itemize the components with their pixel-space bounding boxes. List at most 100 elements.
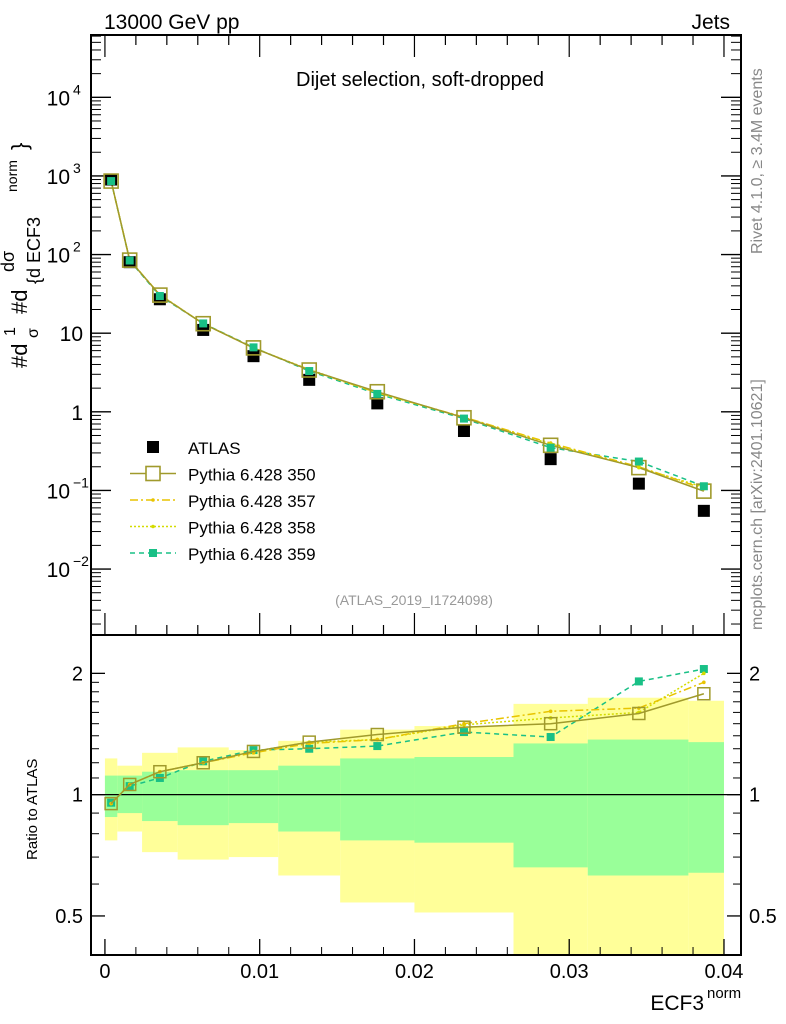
- main-y-tick-exponent: 3: [73, 160, 81, 176]
- x-tick-label: 0.03: [550, 961, 589, 983]
- ratio-y-tick-label: 0.5: [749, 906, 777, 928]
- main-y-tick-label: 10: [47, 87, 70, 110]
- ratio-point: [462, 721, 466, 726]
- mc-point: [637, 465, 641, 470]
- ratio-point: [699, 665, 708, 674]
- mc-point: [152, 287, 168, 303]
- side-label-top: Rivet 4.1.0, ≥ 3.4M events: [749, 68, 766, 254]
- atlas-data-point: [457, 425, 470, 438]
- legend-item: ATLAS: [147, 439, 241, 458]
- ratio-point: [104, 796, 118, 811]
- ratio-point: [543, 716, 558, 731]
- ratio-y-tick-label: 2: [72, 663, 83, 685]
- legend-marker: [151, 524, 155, 529]
- ylabel-part: #d: [7, 290, 32, 314]
- side-label-bottom: mcplots.cern.ch [arXiv:2401.10621]: [749, 379, 766, 630]
- stat-uncertainty-band: [513, 743, 588, 868]
- ylabel-part: dσ: [0, 251, 18, 272]
- ratio-series-line: [110, 693, 705, 805]
- main-y-tick-label: 10: [47, 559, 70, 582]
- ratio-point: [196, 755, 210, 770]
- main-y-tick-label: 1: [71, 402, 83, 425]
- ratio-point: [697, 686, 711, 701]
- ylabel-part: σ: [25, 328, 42, 338]
- main-y-tick-label: 10: [60, 323, 83, 346]
- legend-label: Pythia 6.428 350: [188, 466, 316, 485]
- x-tick-label: 0.01: [240, 961, 279, 983]
- stat-uncertainty-band: [587, 739, 689, 876]
- ratio-point: [632, 706, 646, 721]
- atlas-data-point: [632, 477, 645, 490]
- ratio-point: [122, 777, 137, 792]
- ratio-point: [153, 764, 167, 779]
- header-right: Jets: [691, 11, 730, 34]
- ratio-point: [302, 735, 316, 749]
- atlas-data-point: [247, 350, 260, 363]
- atlas-data-point: [544, 453, 557, 466]
- ratio-point: [634, 677, 643, 686]
- main-y-tick-exponent: −1: [73, 474, 89, 490]
- mc-point: [103, 173, 119, 189]
- main-y-tick-exponent: −2: [73, 553, 89, 569]
- legend-label: Pythia 6.428 358: [188, 519, 316, 538]
- ratio-y-tick-label: 1: [749, 785, 760, 807]
- atlas-data-point: [303, 373, 316, 386]
- mc-point: [195, 315, 212, 332]
- stat-uncertainty-band: [177, 770, 229, 826]
- x-tick-label: 0.04: [705, 961, 744, 983]
- mc-point: [369, 383, 386, 400]
- ratio-y-tick-label: 2: [749, 663, 760, 685]
- ratio-point: [246, 744, 261, 759]
- ratio-point: [702, 680, 706, 685]
- ylabel-part: {d ECF3: [24, 217, 44, 284]
- mc-point: [121, 252, 138, 268]
- legend-marker: [149, 549, 157, 557]
- plot-title: Dijet selection, soft-dropped: [296, 69, 544, 91]
- y-axis-label-main: #d 1 σ #d dσ {d ECF3 norm }: [0, 143, 44, 368]
- ylabel-part: 1: [2, 327, 19, 336]
- mc-series-line: [110, 180, 705, 488]
- legend-label: Pythia 6.428 359: [188, 545, 316, 564]
- legend-marker: [145, 465, 161, 482]
- mc-point: [305, 367, 314, 376]
- mc-point: [155, 292, 164, 301]
- main-y-tick-exponent: 2: [73, 239, 81, 255]
- mc-point: [249, 343, 258, 352]
- stat-uncertainty-band: [414, 757, 514, 843]
- stat-uncertainty-band: [340, 758, 415, 841]
- legend-label: ATLAS: [188, 439, 241, 458]
- x-tick-label: 0.02: [395, 961, 434, 983]
- ratio-point: [459, 728, 468, 737]
- mc-point: [546, 443, 555, 452]
- mc-point: [456, 409, 472, 426]
- mc-point: [301, 362, 318, 378]
- mc-point: [199, 319, 208, 328]
- mc-point: [459, 414, 468, 423]
- ratio-y-tick-label: 1: [72, 785, 83, 807]
- main-y-tick-label: 10: [47, 245, 70, 268]
- mc-point: [125, 256, 134, 265]
- ratio-point: [370, 727, 385, 742]
- legend-item: Pythia 6.428 359: [130, 545, 316, 564]
- ylabel-part: #d: [7, 344, 32, 368]
- ratio-panel: 0.5 0.5 1 1 2 2 0 0.01 0.02 0.03 0.04: [55, 634, 777, 983]
- mc-point: [634, 457, 643, 466]
- mc-point: [107, 177, 116, 186]
- ratio-y-tick-label: 0.5: [55, 906, 83, 928]
- x-tick-label: 0: [99, 961, 110, 983]
- analysis-label: (ATLAS_2019_I1724098): [335, 592, 493, 608]
- ratio-point: [548, 709, 553, 714]
- ratio-point: [702, 671, 706, 676]
- ratio-point: [546, 733, 555, 742]
- main-y-tick-label: 10: [47, 166, 70, 189]
- main-y-tick-exponent: 4: [73, 81, 81, 97]
- ratio-point: [373, 742, 382, 751]
- stat-uncertainty-band: [228, 770, 279, 824]
- legend-marker: [147, 441, 159, 453]
- stat-uncertainty-band: [104, 775, 118, 818]
- legend-label: Pythia 6.428 357: [188, 492, 316, 511]
- legend: ATLAS Pythia 6.428 350 Pythia 6.428 357 Pyt…: [130, 439, 316, 564]
- main-frame: [90, 34, 742, 636]
